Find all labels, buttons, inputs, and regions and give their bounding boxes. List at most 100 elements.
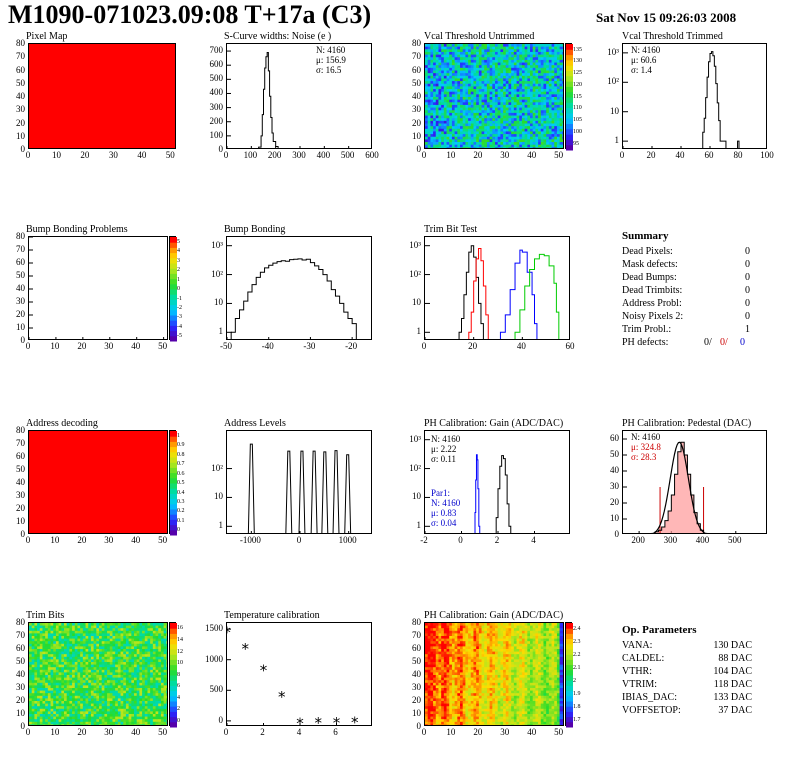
vcal-untrimmed-cell: [489, 136, 493, 140]
vcal-untrimmed-cell: [530, 115, 534, 119]
vcal-untrimmed-cell: [562, 97, 563, 101]
vcal-untrimmed-cell: [562, 67, 563, 71]
vcal-untrimmed-cell: [546, 139, 550, 143]
vcal-untrimmed-cell: [551, 131, 555, 135]
trim-bits-cell: [125, 698, 130, 702]
address-decoding-colorbar-step: [170, 472, 177, 479]
trim-bits-cell: [109, 664, 113, 668]
vcal-untrimmed-cell: [495, 91, 499, 95]
vcal-untrimmed-cell: [524, 59, 528, 63]
vcal-untrimmed-cell: [521, 51, 526, 55]
trim-bits-cell: [123, 643, 127, 647]
address-decoding-ytick-label: 80: [16, 425, 25, 435]
vcal-untrimmed-cell: [454, 104, 458, 108]
vcal-untrimmed-cell: [556, 78, 561, 82]
trim-bits-cell: [47, 708, 51, 712]
trim-bits-cell: [72, 641, 76, 645]
trim-bits-cell: [144, 698, 148, 702]
bump-problems-xtick-label: 20: [77, 341, 87, 351]
vcal-untrimmed-cell: [489, 107, 493, 111]
trim-bits-cell: [99, 654, 103, 658]
trim-bits-cell: [53, 724, 57, 725]
trim-bits-cell: [61, 708, 65, 712]
trim-bits-cell: [85, 688, 89, 691]
vcal-untrimmed-cell: [543, 107, 547, 111]
trim-bits-cell: [112, 630, 116, 634]
vcal-untrimmed-cell: [460, 115, 464, 119]
ph-gain-map-cell: [527, 630, 531, 634]
vcal-untrimmed-cell: [492, 51, 496, 55]
trim-bits-cell: [42, 675, 46, 678]
vcal-untrimmed-cell: [554, 128, 558, 132]
trim-bits-cell: [66, 677, 70, 681]
trim-bits-cell: [50, 682, 54, 686]
trim-bits-cell: [58, 698, 62, 702]
vcal-untrimmed-cell: [427, 59, 431, 63]
vcal-untrimmed-cell: [481, 134, 485, 138]
ph-gain-map-cell: [438, 638, 442, 642]
trim-bits-cell: [134, 708, 138, 712]
ph-gain-map-cell: [527, 625, 531, 629]
trim-bits-cell: [109, 721, 113, 725]
vcal-untrimmed-cell: [503, 44, 507, 48]
trim-bits-cell: [144, 721, 148, 725]
trim-bits-cell: [45, 646, 49, 650]
vcal-untrimmed-cell: [511, 51, 515, 55]
trim-bits-cell: [160, 625, 165, 629]
bump-bonding-svg: [227, 245, 357, 339]
trim-bits-cell: [50, 662, 54, 665]
trim-bits-cell: [58, 695, 62, 699]
vcal-untrimmed-cell: [508, 139, 512, 143]
trim-bits-cell: [58, 711, 62, 715]
bump-problems-colorbar-step: [170, 263, 177, 269]
trim-bits-cell: [72, 716, 76, 720]
ph-gain-map-cell: [451, 633, 456, 637]
trim-bits-cell: [61, 664, 65, 668]
trim-bits-cell: [107, 638, 111, 642]
trim-bits-cell: [123, 724, 127, 725]
vcal-untrimmed-cell: [465, 54, 469, 58]
trim-bits-cell: [144, 703, 148, 707]
trim-bits-cell: [112, 682, 116, 686]
trim-bits-colorbar-step: [170, 654, 177, 660]
vcal-untrimmed-cell: [535, 70, 539, 74]
trim-bits-cell: [131, 680, 135, 684]
vcal-untrimmed-cell: [546, 83, 550, 87]
ph-gain-map-cell: [427, 628, 431, 632]
trim-bits-cell: [50, 659, 54, 663]
trim-bits-cell: [42, 721, 46, 725]
vcal-untrimmed-cell: [546, 78, 550, 82]
vcal-untrimmed-cell: [433, 70, 437, 74]
trim-bits-cell: [123, 654, 127, 658]
trim-bits-cell: [131, 649, 135, 652]
vcal-untrimmed-cell: [535, 83, 539, 87]
trim-bits-cell: [31, 711, 35, 715]
trim-bits-cell: [99, 664, 103, 668]
vcal-untrimmed-cell: [441, 44, 445, 48]
trim-bits-cell: [93, 646, 97, 650]
vcal-untrimmed-cell: [519, 123, 523, 127]
trim-bits-cell: [64, 646, 68, 650]
trim-bits-colorbar-step: [170, 643, 177, 650]
trim-bits-cell: [88, 724, 92, 725]
vcal-untrimmed-cell: [524, 67, 528, 71]
bump-problems-colorbar-step: [170, 299, 177, 306]
trim-bits-cell: [88, 628, 92, 632]
trim-bits-cell: [47, 669, 51, 673]
vcal-untrimmed-cell: [495, 97, 499, 101]
vcal-untrimmed-cell: [492, 102, 496, 106]
trim-bits-cell: [152, 664, 156, 668]
vcal-untrimmed-cell: [505, 65, 509, 69]
ph-gain-map-cell: [508, 625, 512, 629]
ph-gain-map-cell: [470, 625, 474, 629]
temp-cal-xtick-label: 0: [223, 727, 229, 737]
trim-bits-cell: [45, 636, 49, 639]
pixel-map-xtick-label: 20: [80, 150, 90, 160]
vcal-untrimmed-cell: [449, 59, 453, 63]
trim-bits-cell: [131, 719, 135, 723]
trim-bits-cell: [150, 643, 154, 647]
trim-bits-cell: [31, 651, 35, 655]
vcal-untrimmed-cell: [435, 126, 439, 130]
vcal-untrimmed-cell: [532, 102, 536, 106]
vcal-trimmed-ytick-label: 1: [614, 135, 620, 146]
